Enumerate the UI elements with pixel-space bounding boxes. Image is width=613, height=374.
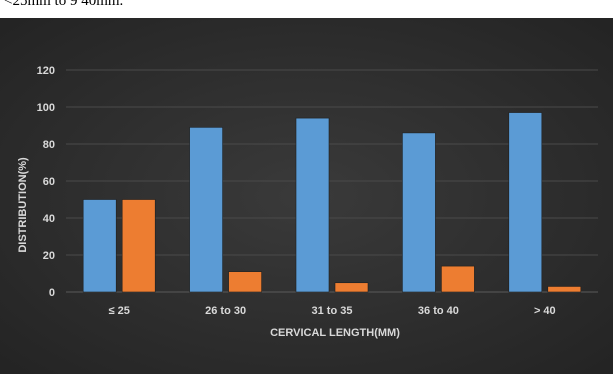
y-tick-label: 60 — [43, 176, 55, 188]
chart-panel: 0 20 40 60 80 100 120 ≤ 25 26 to 30 31 to 35 36 t… — [0, 18, 613, 374]
x-tick-label: 26 to 30 — [205, 305, 246, 317]
y-tick-label: 120 — [37, 65, 55, 77]
y-axis-title: DISTRIBUTION(%) — [17, 157, 29, 253]
y-tick-label: 0 — [49, 287, 55, 299]
x-tick-label: 31 to 35 — [312, 305, 353, 317]
bar-blue — [402, 132, 436, 293]
bar-blue — [295, 117, 330, 293]
bar-orange — [547, 286, 582, 293]
x-tick-label: 36 to 40 — [418, 305, 459, 317]
x-tick-label: > 40 — [534, 305, 556, 317]
y-tick-label: 80 — [43, 139, 55, 151]
x-axis-title: CERVICAL LENGTH(MM) — [270, 327, 400, 339]
y-axis-ticks: 0 20 40 60 80 100 120 — [37, 65, 55, 299]
bar-orange — [441, 265, 475, 293]
bar-orange — [334, 282, 369, 293]
bar-blue — [508, 112, 543, 293]
bar-orange — [121, 199, 156, 293]
bar-blue — [82, 199, 117, 293]
x-tick-label: ≤ 25 — [109, 305, 130, 317]
x-axis-ticks: ≤ 25 26 to 30 31 to 35 36 to 40 > 40 — [109, 305, 556, 317]
y-tick-label: 20 — [43, 250, 55, 262]
bars — [82, 112, 582, 293]
y-tick-label: 100 — [37, 102, 55, 114]
caption-text: <25mm to 9 40mm. — [4, 0, 124, 9]
bar-orange — [228, 271, 262, 293]
bar-blue — [189, 127, 223, 293]
y-tick-label: 40 — [43, 213, 55, 225]
bar-chart: 0 20 40 60 80 100 120 ≤ 25 26 to 30 31 to 35 36 t… — [0, 18, 613, 374]
